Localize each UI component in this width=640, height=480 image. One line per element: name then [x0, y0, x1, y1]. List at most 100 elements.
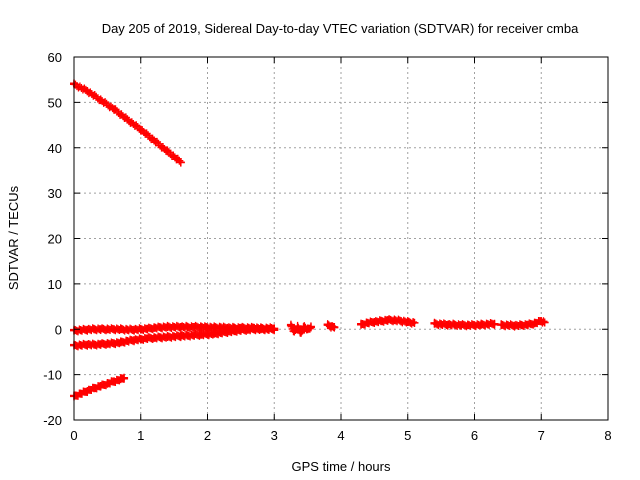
data-point — [90, 384, 99, 393]
data-point — [90, 340, 99, 349]
y-tick-label: 40 — [48, 141, 62, 156]
data-point — [96, 96, 105, 105]
data-point — [243, 325, 252, 334]
data-point — [176, 158, 185, 167]
data-point — [377, 317, 386, 326]
data-point — [110, 105, 119, 114]
data-point — [230, 327, 239, 336]
data-point — [96, 381, 105, 390]
axis-ticks: 0 1 2 3 4 5 6 7 8 -20 -10 0 10 20 30 40 50 60 — [43, 50, 611, 443]
data-point — [203, 323, 212, 332]
data-point — [190, 322, 199, 331]
data-point — [83, 325, 92, 334]
data-point — [306, 323, 315, 332]
data-point — [363, 318, 372, 327]
data-point — [96, 340, 105, 349]
x-tick-label: 2 — [204, 428, 211, 443]
x-tick-label: 4 — [337, 428, 344, 443]
data-point — [130, 336, 139, 345]
x-tick-label: 5 — [404, 428, 411, 443]
y-tick-label: 30 — [48, 186, 62, 201]
data-point — [370, 317, 379, 326]
data-point — [236, 326, 245, 335]
data-point — [150, 136, 159, 145]
x-tick-label: 7 — [538, 428, 545, 443]
x-axis-label: GPS time / hours — [292, 459, 391, 474]
data-point — [497, 321, 506, 330]
data-point — [286, 321, 295, 330]
data-point — [116, 325, 125, 334]
data-point — [290, 327, 299, 336]
data-point — [503, 321, 512, 330]
y-axis-label: SDTVAR / TECUs — [6, 185, 21, 290]
data-point — [223, 327, 232, 336]
y-tick-label: 10 — [48, 277, 62, 292]
data-point — [296, 328, 305, 337]
data-point — [457, 321, 466, 330]
data-point — [143, 324, 152, 333]
data-point — [383, 316, 392, 325]
series-3 — [70, 324, 279, 351]
data-point — [270, 325, 279, 334]
data-point — [163, 332, 172, 341]
data-point — [490, 319, 499, 328]
data-point — [123, 337, 132, 346]
data-point — [183, 331, 192, 340]
data-point — [190, 331, 199, 340]
data-point — [83, 386, 92, 395]
data-point — [483, 320, 492, 329]
data-points — [70, 79, 549, 401]
y-tick-label: -10 — [43, 368, 62, 383]
x-tick-label: 3 — [271, 428, 278, 443]
grid — [74, 57, 608, 420]
data-point — [156, 333, 165, 342]
data-point — [150, 333, 159, 342]
data-point — [176, 332, 185, 341]
data-point — [156, 323, 165, 332]
data-point — [150, 323, 159, 332]
data-point — [357, 320, 366, 329]
y-tick-label: 60 — [48, 50, 62, 65]
series-6 — [323, 320, 339, 332]
data-point — [90, 325, 99, 334]
y-tick-label: -20 — [43, 413, 62, 428]
data-point — [170, 332, 179, 341]
data-point — [96, 325, 105, 334]
data-point — [136, 325, 145, 334]
data-point — [437, 320, 446, 329]
data-point — [130, 325, 139, 334]
data-point — [256, 325, 265, 334]
data-point — [463, 321, 472, 330]
data-point — [123, 115, 132, 124]
data-point — [250, 325, 259, 334]
data-point — [136, 125, 145, 134]
data-point — [170, 322, 179, 331]
data-point — [430, 319, 439, 328]
data-point — [163, 147, 172, 156]
data-point — [210, 329, 219, 338]
data-point — [116, 338, 125, 347]
series-7 — [357, 315, 419, 329]
series-9 — [497, 316, 549, 331]
data-point — [540, 318, 549, 327]
series-4 — [70, 373, 129, 401]
data-point — [123, 325, 132, 334]
chart-title: Day 205 of 2019, Sidereal Day-to-day VTE… — [102, 21, 579, 36]
data-point — [196, 330, 205, 339]
data-point — [143, 334, 152, 343]
data-point — [530, 319, 539, 328]
data-point — [136, 335, 145, 344]
y-tick-label: 50 — [48, 95, 62, 110]
data-point — [330, 322, 339, 331]
series-1 — [70, 79, 185, 167]
data-point — [83, 87, 92, 96]
series-4-markers — [70, 374, 129, 400]
data-point — [216, 328, 225, 337]
data-point — [103, 339, 112, 348]
data-point — [203, 330, 212, 339]
data-point — [390, 316, 399, 325]
data-point — [410, 318, 419, 327]
data-point — [517, 321, 526, 330]
data-point — [470, 321, 479, 330]
